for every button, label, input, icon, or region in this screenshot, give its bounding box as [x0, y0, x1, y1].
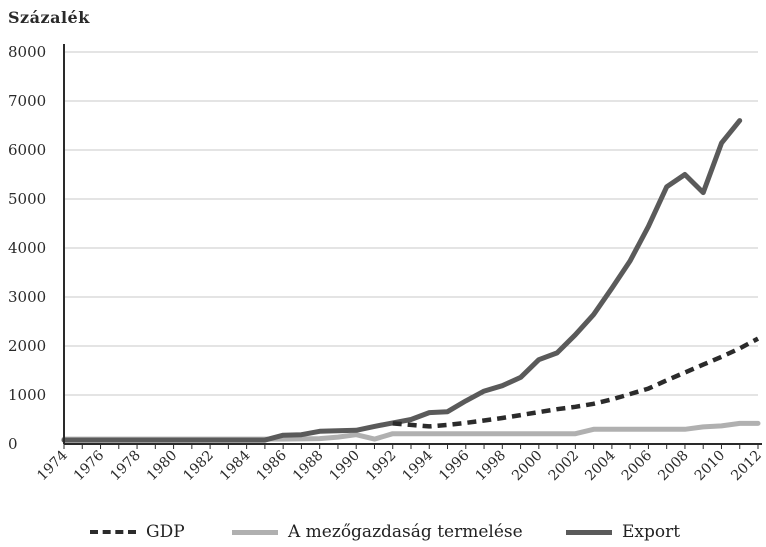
x-tick-label-2004: 2004: [582, 447, 619, 484]
y-tick-label-8000: 8000: [8, 43, 46, 61]
y-axis-title: Százalék: [8, 8, 90, 27]
series-line-export: [61, 118, 743, 443]
x-tick-label-1992: 1992: [363, 448, 400, 485]
y-tick-label-4000: 4000: [8, 239, 46, 257]
x-tick-label-1978: 1978: [107, 448, 144, 485]
legend: GDP A mezőgazdaság termelése Export: [0, 522, 766, 547]
x-tick-label-2008: 2008: [655, 448, 692, 485]
y-tick-labels: 0 1000 2000 3000 4000 5000 6000 7000 8000: [8, 43, 46, 453]
x-tick-label-2000: 2000: [509, 448, 546, 485]
x-tick-label-1974: 1974: [34, 447, 71, 484]
x-tick-label-1986: 1986: [253, 447, 290, 484]
gridlines: [64, 51, 758, 396]
y-tick-label-2000: 2000: [8, 337, 46, 355]
x-tick-label-1996: 1996: [436, 447, 473, 484]
legend-item-gdp: GDP: [90, 522, 185, 542]
x-tick-label-2006: 2006: [619, 447, 656, 484]
legend-swatch-export: [566, 529, 612, 535]
x-tick-label-1998: 1998: [473, 448, 510, 485]
legend-label-gdp: GDP: [146, 522, 185, 542]
x-tick-label-1984: 1984: [217, 447, 254, 484]
series-line-gdp: [392, 336, 760, 429]
x-tick-label-2012: 2012: [728, 448, 765, 485]
legend-swatch-agriculture: [232, 529, 278, 535]
y-tick-label-3000: 3000: [8, 288, 46, 306]
legend-item-export: Export: [566, 522, 680, 542]
y-tick-label-7000: 7000: [8, 92, 46, 110]
x-tick-label-1988: 1988: [290, 448, 327, 485]
legend-label-agriculture: A mezőgazdaság termelése: [288, 522, 523, 542]
y-tick-label-6000: 6000: [8, 141, 46, 159]
x-tick-label-2002: 2002: [546, 448, 583, 485]
legend-item-agriculture: A mezőgazdaság termelése: [232, 522, 523, 542]
series-lines: [61, 118, 761, 443]
legend-label-export: Export: [622, 522, 681, 542]
legend-swatch-gdp: [90, 530, 136, 534]
x-tick-label-1980: 1980: [144, 448, 181, 485]
x-tick-label-1976: 1976: [71, 447, 108, 484]
x-tick-label-2010: 2010: [692, 448, 729, 485]
axes: [63, 44, 762, 449]
y-tick-label-1000: 1000: [8, 386, 46, 404]
x-tick-label-1994: 1994: [400, 447, 437, 484]
x-tick-labels: 1974 1976 1978 1980 1982 1984 1986 1988 1990 1992…: [34, 447, 765, 484]
y-tick-label-0: 0: [8, 435, 18, 453]
y-tick-label-5000: 5000: [8, 190, 46, 208]
x-tick-label-1982: 1982: [180, 448, 217, 485]
x-tick-label-1990: 1990: [327, 448, 364, 485]
